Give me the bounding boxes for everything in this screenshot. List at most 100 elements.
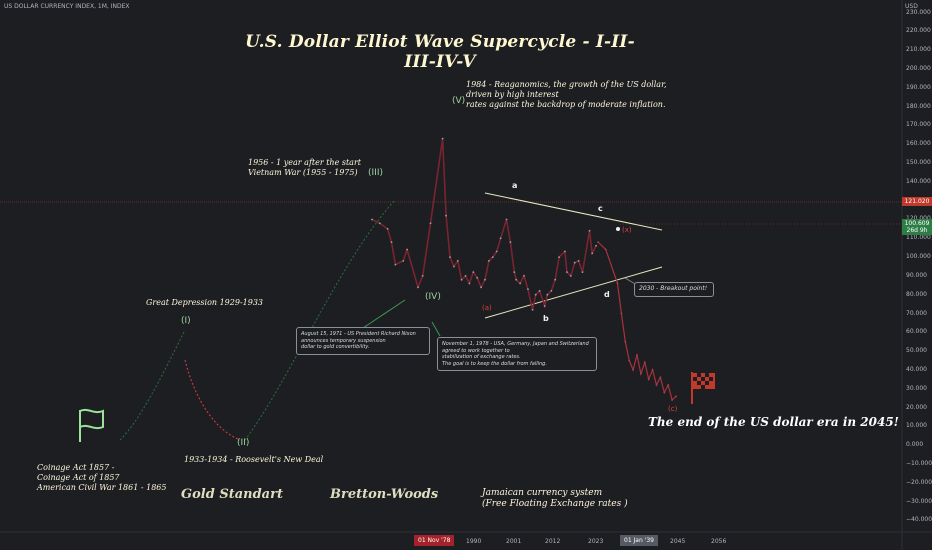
note-bretton-woods: Bretton-Woods — [330, 487, 439, 502]
series-point — [499, 237, 502, 240]
y-tick-label: 170.000 — [906, 121, 931, 129]
series-point — [628, 359, 631, 362]
series-point — [519, 282, 521, 285]
series-point — [591, 252, 594, 255]
series-point — [550, 290, 553, 292]
symbol-header: US DOLLAR CURRENCY INDEX, 1M, INDEX — [4, 3, 130, 10]
y-tick-label: 210.000 — [906, 46, 931, 54]
series-point — [421, 275, 424, 277]
note-gold-standard: Gold Standart — [181, 487, 283, 502]
y-tick-label: −40.000 — [906, 516, 932, 524]
x-tick-label: 2012 — [545, 538, 561, 545]
series-point — [569, 275, 572, 277]
wave-label-ii: (II) — [237, 438, 250, 448]
breakout-marker — [616, 227, 620, 231]
current-price-countdown: 26d 9h — [906, 227, 928, 234]
y-tick-label: 190.000 — [906, 83, 931, 91]
series-point — [595, 244, 597, 247]
series-point — [624, 340, 627, 343]
series-point — [523, 275, 525, 277]
nixon-arrow — [359, 299, 406, 331]
series-point — [445, 214, 447, 217]
series-line-history — [371, 138, 597, 310]
x-tick-label: 2001 — [506, 538, 522, 545]
note-jamaican-system: Jamaican currency system (Free Floating … — [482, 488, 628, 509]
wave-ii-path — [184, 359, 241, 441]
series-point — [386, 228, 389, 230]
series-point — [604, 248, 607, 251]
series-point — [616, 282, 619, 285]
y-tick-label: 80.000 — [906, 290, 927, 298]
wave-label-a-red: (a) — [482, 304, 492, 312]
wave-label-i: (I) — [181, 316, 191, 326]
series-point — [527, 288, 529, 290]
series-point — [531, 308, 534, 311]
y-tick-label: 40.000 — [906, 365, 927, 373]
wave-label-a: a — [512, 181, 518, 190]
series-point — [558, 256, 560, 258]
current-price-box: 100.609 26d 9h — [902, 219, 932, 235]
series-point — [647, 378, 650, 381]
checkered-flag-icon — [691, 372, 715, 404]
series-point — [417, 286, 419, 289]
series-point — [651, 369, 654, 371]
wave-label-iii: (III) — [368, 168, 383, 178]
y-tick-label: 70.000 — [906, 309, 927, 317]
wave-i-path — [119, 329, 186, 441]
wave-label-iv: (IV) — [425, 292, 441, 302]
series-point — [554, 278, 557, 281]
wave-label-v: (V) — [452, 96, 466, 106]
wave-label-c: c — [598, 204, 603, 213]
y-tick-label: −30.000 — [906, 497, 932, 505]
series-point — [449, 256, 451, 258]
y-tick-label: 10.000 — [906, 422, 927, 430]
series-point — [509, 241, 512, 244]
series-point — [390, 241, 393, 244]
series-point — [456, 260, 459, 262]
series-point — [406, 248, 408, 251]
y-tick-label: 90.000 — [906, 271, 927, 279]
series-point — [484, 278, 486, 281]
series-point — [480, 286, 482, 289]
series-point — [546, 293, 549, 296]
series-point — [505, 218, 508, 221]
series-point — [538, 290, 541, 292]
y-tick-label: −20.000 — [906, 478, 932, 486]
series-point — [620, 312, 623, 315]
y-tick-label: 30.000 — [906, 384, 927, 392]
series-point — [659, 376, 662, 379]
series-point — [513, 271, 516, 273]
x-tick-label: 2056 — [711, 538, 727, 545]
start-flag-icon — [79, 408, 104, 442]
currency-label: USD — [905, 3, 918, 10]
series-point — [464, 275, 467, 277]
series-point — [453, 265, 455, 268]
series-line-projection — [597, 241, 677, 402]
y-tick-label: 150.000 — [906, 159, 931, 167]
series-point — [643, 361, 646, 364]
series-point — [472, 271, 475, 273]
series-point — [488, 260, 490, 262]
y-tick-label: 50.000 — [906, 347, 927, 355]
y-tick-label: 200.000 — [906, 65, 931, 73]
series-point — [564, 250, 566, 253]
chart-title: U.S. Dollar Elliot Wave Supercycle - I-I… — [245, 32, 635, 72]
y-tick-label: 220.000 — [906, 27, 931, 35]
wave-label-b: b — [543, 314, 549, 323]
current-price-value: 100.609 — [904, 220, 930, 227]
series-point — [597, 241, 599, 244]
series-point — [581, 271, 584, 273]
y-tick-label: 0.000 — [906, 441, 924, 449]
x-tick-label: 2045 — [670, 538, 686, 545]
series-point — [675, 395, 677, 398]
series-point — [534, 293, 537, 296]
callout-breakout: 2030 - Breakout point! — [634, 282, 714, 297]
series-point — [378, 222, 381, 225]
y-tick-label: 100.000 — [906, 253, 931, 261]
wave-label-c-red: (c) — [668, 405, 678, 413]
series-point — [667, 384, 670, 386]
series-point — [543, 305, 546, 307]
series-point — [573, 261, 576, 264]
x-tick-label: 1990 — [466, 538, 482, 545]
